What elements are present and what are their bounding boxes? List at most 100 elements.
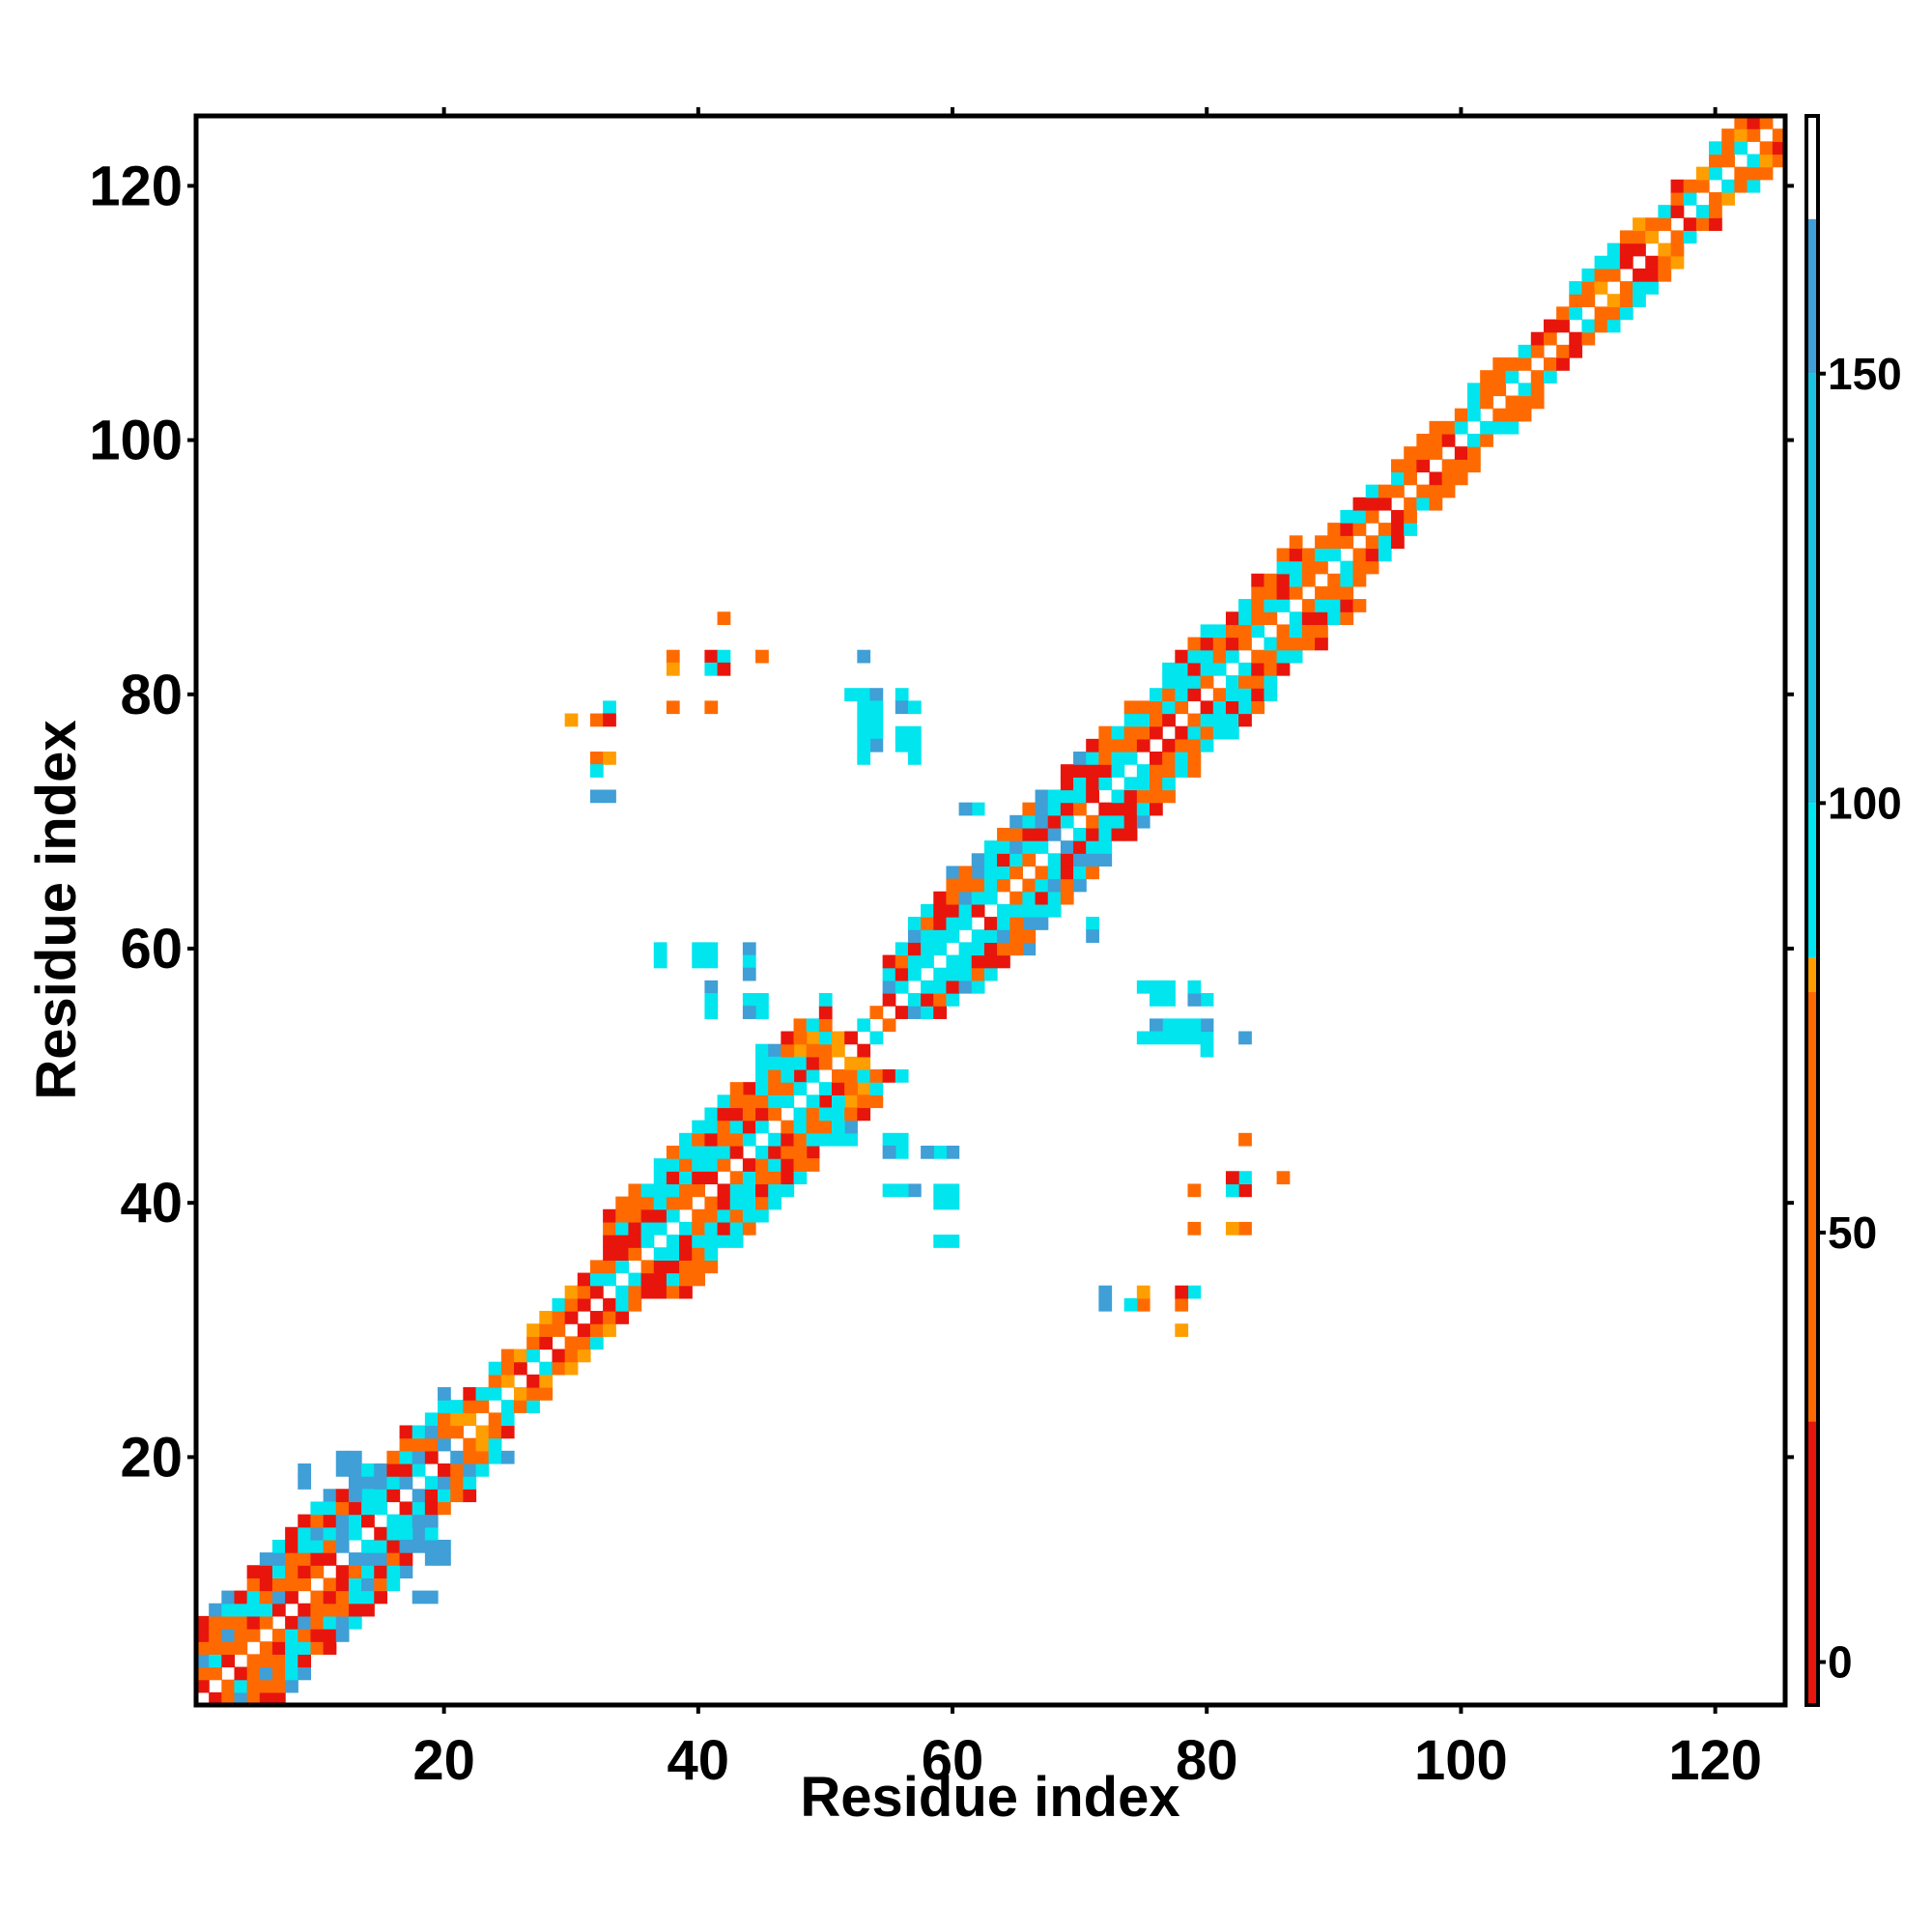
heatmap-cell [1251,611,1265,625]
heatmap-cell [463,1489,477,1503]
heatmap-cell [666,1247,680,1261]
heatmap-cell [895,1145,909,1159]
heatmap-cell [692,1208,705,1223]
heatmap-cell [1518,357,1532,371]
heatmap-cell [1225,649,1239,664]
heatmap-cell [742,1171,756,1185]
heatmap-cell [1594,306,1608,321]
heatmap-cell [259,1654,273,1668]
heatmap-cell [234,1590,248,1605]
heatmap-cell [844,1132,858,1147]
heatmap-cell [857,713,871,727]
heatmap-cell [793,1158,808,1172]
heatmap-cell [704,1208,719,1223]
heatmap-cell [1200,662,1214,676]
heatmap-cell [806,1120,820,1134]
heatmap-cell [246,1590,261,1605]
heatmap-cell [1187,725,1202,740]
heatmap-cell [882,1183,896,1198]
heatmap-cell [500,1450,515,1464]
heatmap-cell [399,1539,413,1553]
heatmap-cell [475,1463,490,1477]
heatmap-cell [285,1679,298,1693]
heatmap-cell [1492,408,1507,422]
heatmap-cell [717,1132,731,1147]
heatmap-cell [412,1489,426,1503]
y-tick-label: 20 [120,1426,183,1489]
heatmap-cell [386,1577,401,1592]
heatmap-cell [640,1285,655,1299]
heatmap-cell [1518,395,1532,410]
heatmap-cell [907,700,922,715]
heatmap-cell [1238,713,1252,727]
heatmap-cell [271,1641,286,1655]
x-tick-label: 120 [1668,1729,1762,1792]
heatmap-cell [1162,764,1176,778]
heatmap-cell [348,1552,362,1566]
heatmap-cell [793,1031,808,1045]
heatmap-cell [907,1183,922,1198]
heatmap-cell [335,1501,350,1516]
heatmap-cell [653,1260,668,1274]
heatmap-cell [1581,331,1596,346]
heatmap-cell [348,1450,362,1464]
heatmap-cell [1047,853,1062,867]
heatmap-cell [564,1349,579,1363]
heatmap-cell [717,1183,731,1198]
heatmap-cell [1352,573,1367,587]
heatmap-cell [729,1208,744,1223]
heatmap-cell [1492,357,1507,371]
heatmap-cell [832,1107,845,1122]
heatmap-cell [742,1208,756,1223]
heatmap-cell [399,1450,413,1464]
heatmap-cell [500,1361,515,1376]
heatmap-cell [488,1361,502,1376]
heatmap-cell [488,1450,502,1464]
heatmap-cell [259,1679,273,1693]
heatmap-cell [704,1107,719,1122]
heatmap-cell [1441,471,1456,486]
heatmap-cell [603,1221,616,1236]
heatmap-cell [1340,509,1354,524]
heatmap-cell [729,1094,744,1109]
heatmap-cell [640,1260,655,1274]
heatmap-cell [857,1082,871,1095]
heatmap-cell [755,1069,769,1083]
heatmap-cell [259,1641,273,1655]
heatmap-cell [603,1208,616,1223]
heatmap-cell [1492,383,1507,397]
heatmap-cell [983,929,998,943]
heatmap-cell [1594,281,1608,295]
heatmap-cell [1009,891,1023,905]
heatmap-cell [1759,141,1774,156]
heatmap-cell [1150,1018,1163,1033]
heatmap-cell [514,1349,527,1363]
heatmap-cell [412,1425,426,1439]
heatmap-cell [463,1463,477,1477]
heatmap-cell [907,929,922,943]
heatmap-cell [755,1208,769,1223]
heatmap-cell [1047,903,1062,918]
y-axis-title: Residue index [25,720,88,1099]
heatmap-cell [1404,497,1417,511]
heatmap-cell [628,1221,642,1236]
heatmap-cell [971,967,985,981]
heatmap-cell [285,1615,298,1630]
heatmap-cell [742,1120,756,1134]
heatmap-cell [857,1018,871,1033]
heatmap-cell [1594,319,1608,333]
colorbar-band [1806,218,1818,374]
heatmap-cell [438,1539,451,1553]
heatmap-cell [1212,688,1227,701]
heatmap-cell [246,1691,261,1706]
heatmap-cell [335,1615,350,1630]
heatmap-cell [259,1590,273,1605]
y-tick-label: 60 [120,918,183,980]
heatmap-cell [1633,217,1646,232]
colorbar-band [1806,957,1818,992]
heatmap-cell [983,891,998,905]
heatmap-cell [1200,675,1214,689]
heatmap-cell [310,1526,325,1541]
colorbar-tick-label: 0 [1828,1637,1853,1688]
heatmap-cell [1187,738,1202,753]
